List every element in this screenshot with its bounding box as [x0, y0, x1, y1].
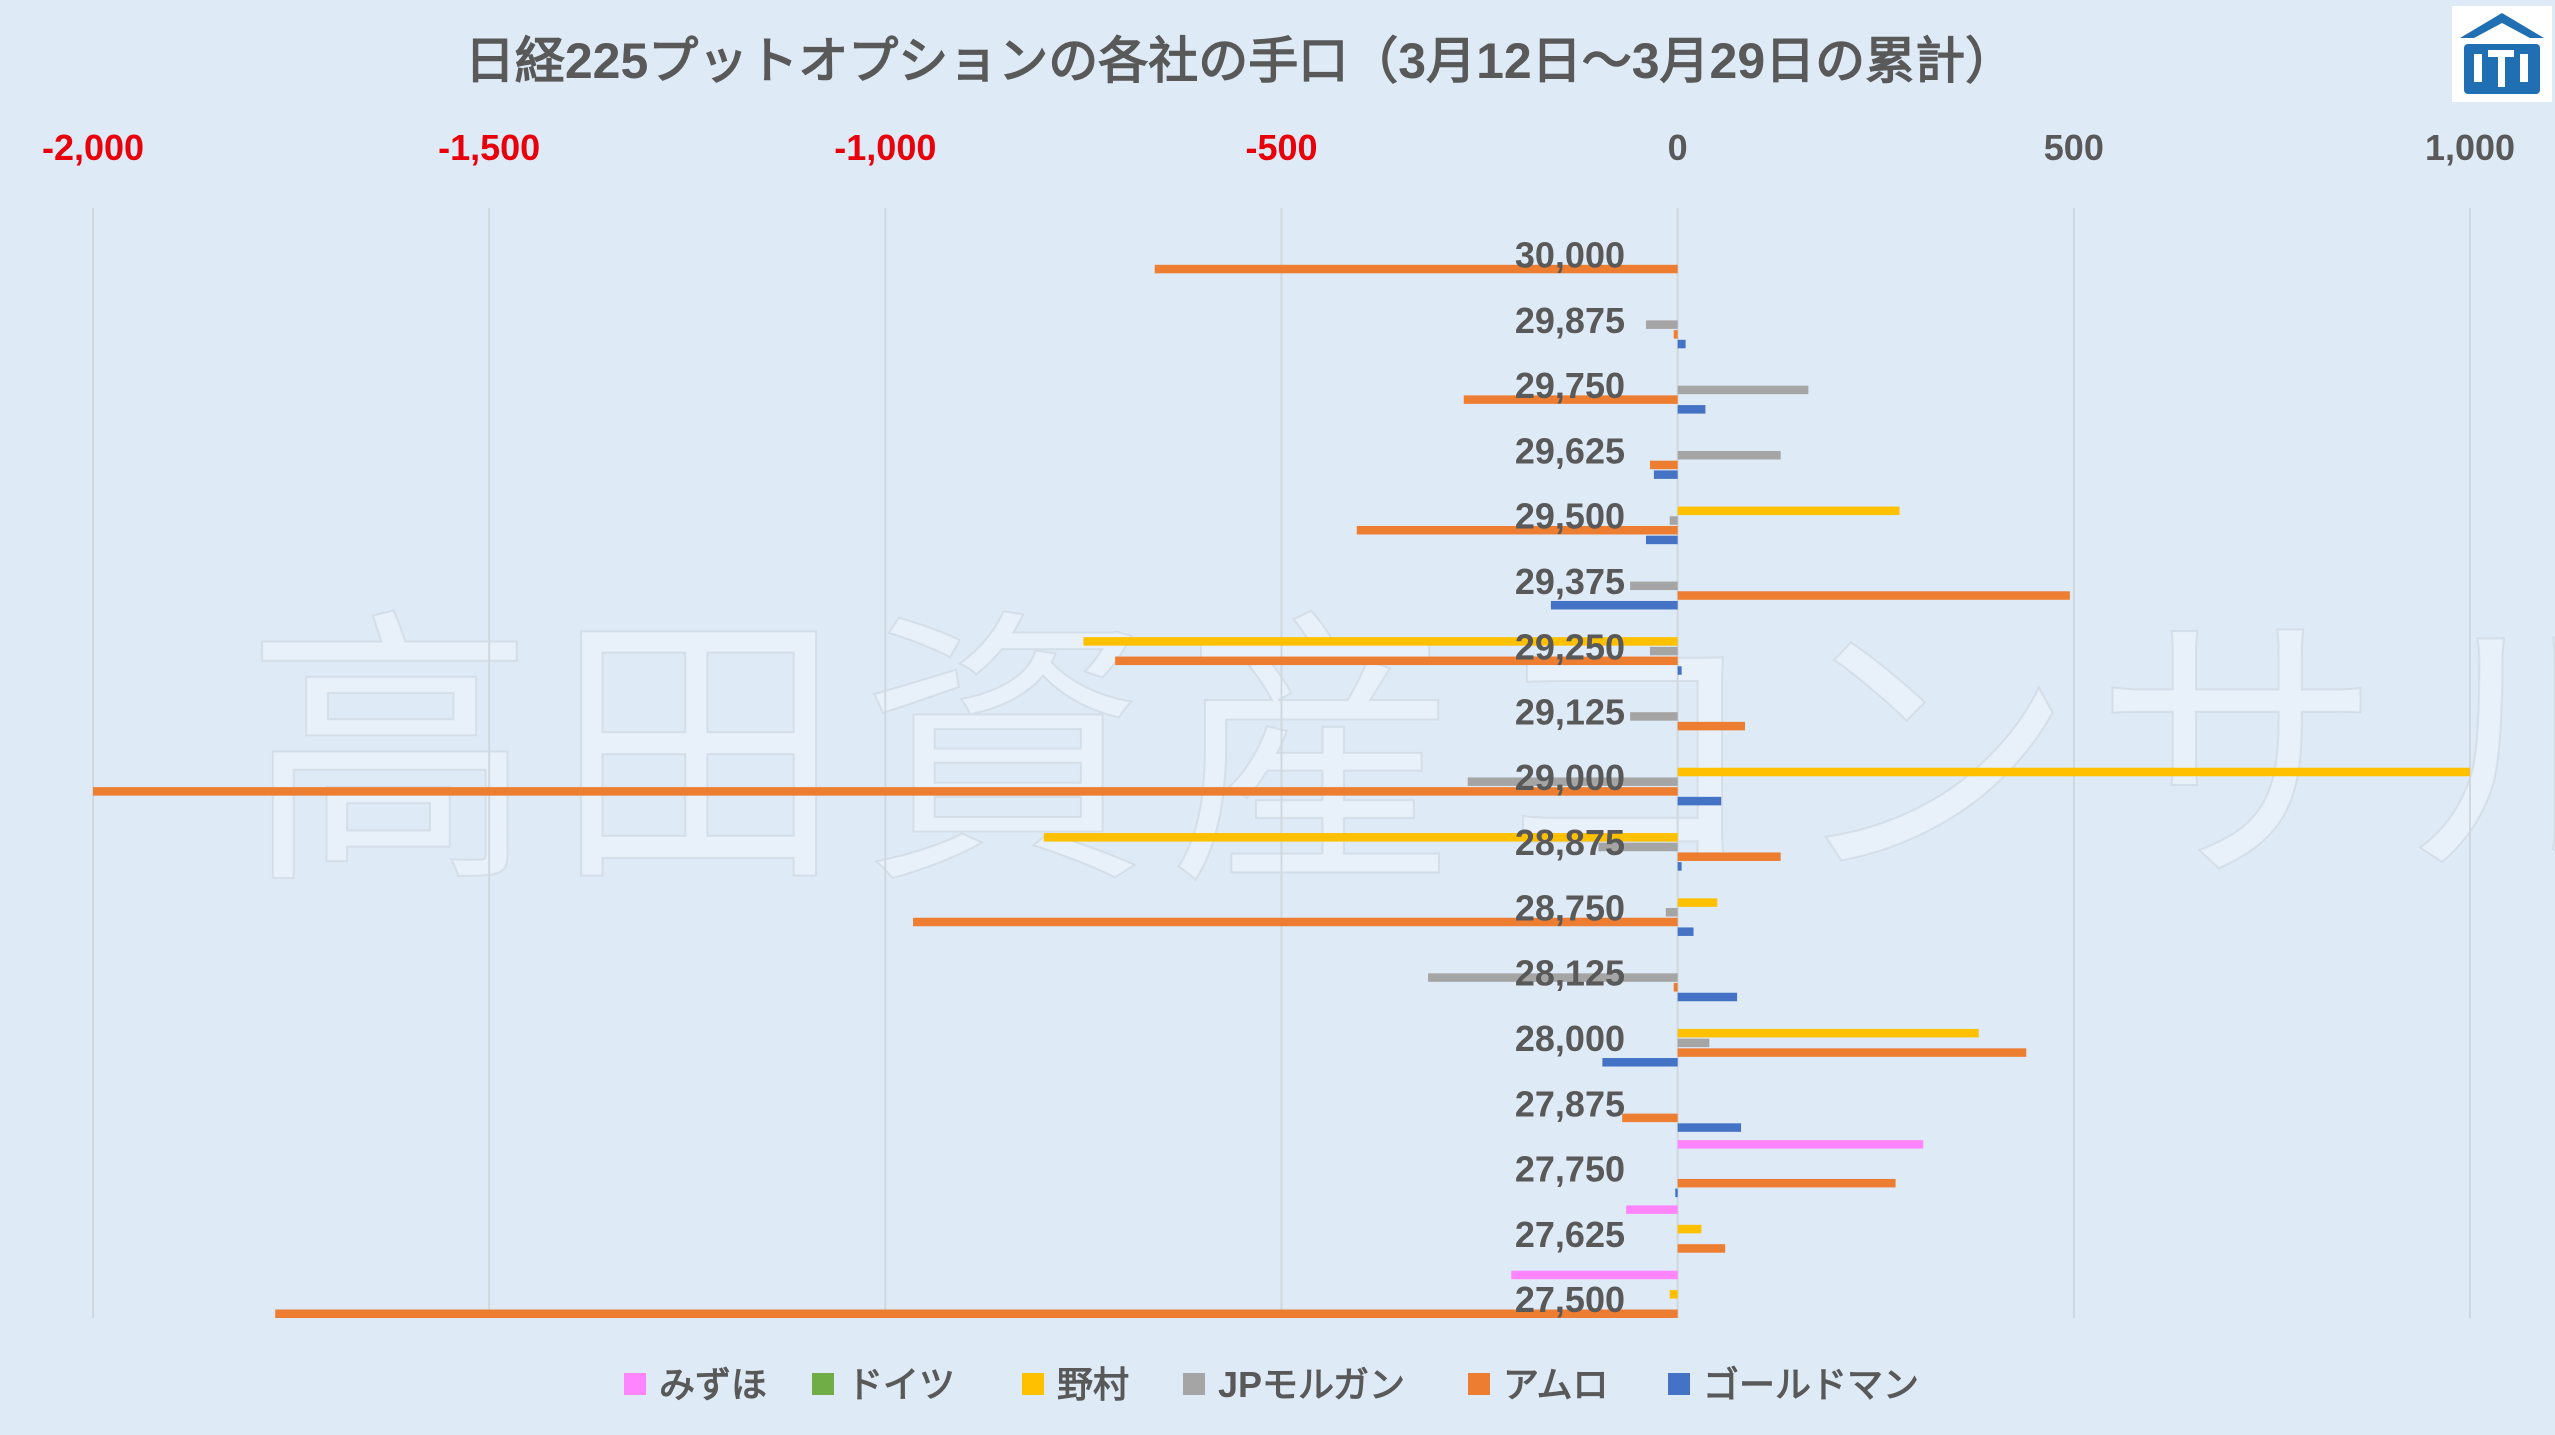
legend-swatch	[1022, 1373, 1044, 1395]
legend-swatch	[1183, 1373, 1205, 1395]
bar	[1669, 1290, 1678, 1299]
legend: みずほ ドイツ 野村 JPモルガン アムロ ゴールドマン	[624, 1364, 1919, 1405]
bar	[1677, 339, 1686, 349]
bar	[93, 787, 1678, 796]
x-tick-label: -2,000	[42, 127, 144, 168]
y-category-label: 29,625	[1515, 430, 1625, 471]
bar	[1645, 320, 1678, 329]
bar	[1677, 666, 1682, 675]
bar	[1043, 833, 1678, 842]
bar	[1649, 460, 1678, 470]
bar	[1677, 1244, 1726, 1253]
bar	[1677, 852, 1781, 861]
bar	[1467, 777, 1678, 786]
bar	[1677, 862, 1682, 871]
legend-label: ゴールドマン	[1703, 1364, 1919, 1405]
bar	[1677, 1038, 1710, 1048]
bar	[1550, 600, 1678, 610]
bar	[1677, 767, 2470, 777]
y-category-label: 27,500	[1515, 1279, 1625, 1320]
y-category-label: 27,750	[1515, 1149, 1625, 1190]
bar	[1677, 1048, 2027, 1057]
building-emblem-icon	[2460, 13, 2544, 94]
plot-area	[93, 264, 2470, 1319]
legend-swatch	[624, 1373, 646, 1395]
y-category-label: 29,875	[1515, 300, 1625, 341]
bar	[1622, 1113, 1678, 1123]
bar	[913, 917, 1678, 927]
bar	[1677, 1224, 1702, 1234]
bar	[1677, 506, 1900, 516]
bar	[1630, 581, 1678, 591]
y-category-label: 29,125	[1515, 692, 1625, 733]
bar	[1154, 264, 1678, 274]
legend-label: 野村	[1057, 1364, 1129, 1405]
bar	[1677, 450, 1781, 460]
y-category-label: 29,250	[1515, 626, 1625, 667]
x-tick-label: -1,000	[834, 127, 936, 168]
y-category-label: 28,875	[1515, 822, 1625, 863]
x-tick-label: 500	[2044, 127, 2104, 168]
bar	[1626, 1205, 1678, 1214]
legend-label: アムロ	[1503, 1364, 1608, 1405]
bar	[1428, 973, 1678, 982]
bar	[1602, 1058, 1678, 1067]
legend-swatch	[1468, 1373, 1490, 1395]
y-category-label: 29,750	[1515, 365, 1625, 406]
legend-swatch	[1668, 1373, 1690, 1395]
chart-title: 日経225プットオプションの各社の手口（3月12日～3月29日の累計）	[465, 33, 2015, 89]
bar	[1677, 927, 1694, 936]
bar	[1675, 1188, 1678, 1198]
bar	[1115, 656, 1678, 666]
bar	[1677, 721, 1746, 731]
y-category-label: 27,625	[1515, 1214, 1625, 1255]
x-tick-label: -1,500	[438, 127, 540, 168]
bar	[1463, 395, 1678, 404]
x-tick-label: 1,000	[2425, 127, 2515, 168]
bar	[275, 1309, 1678, 1319]
bar	[1669, 516, 1678, 525]
bar	[1677, 992, 1738, 1002]
bar	[1677, 405, 1706, 414]
bar	[1673, 983, 1678, 992]
y-category-label: 27,875	[1515, 1083, 1625, 1124]
bar	[1653, 470, 1678, 479]
legend-label: みずほ	[659, 1364, 767, 1405]
y-category-label: 29,375	[1515, 561, 1625, 602]
x-tick-label: -500	[1245, 127, 1317, 168]
y-category-label: 28,125	[1515, 953, 1625, 994]
bar	[1677, 796, 1722, 806]
bar	[1649, 646, 1678, 656]
bar	[1677, 1123, 1742, 1132]
bar	[1356, 525, 1678, 535]
y-category-label: 28,000	[1515, 1018, 1625, 1059]
bar	[1677, 591, 2070, 600]
bar	[1511, 1270, 1678, 1280]
bar	[1645, 535, 1678, 545]
y-category-label: 28,750	[1515, 887, 1625, 928]
y-axis: 30,000 29,875 29,750 29,625 29,500 29,375 29,2…	[1515, 235, 1625, 1321]
y-category-label: 30,000	[1515, 235, 1625, 276]
bar	[1630, 712, 1678, 721]
legend-label: ドイツ	[847, 1364, 955, 1405]
legend-label: JPモルガン	[1218, 1364, 1405, 1405]
bar	[1665, 908, 1678, 917]
y-category-label: 29,500	[1515, 496, 1625, 537]
bar	[1677, 1178, 1896, 1188]
x-axis: -2,000 -1,500 -1,000 -500 0 500 1,000	[42, 127, 2515, 168]
bar	[1083, 637, 1678, 646]
bar	[1677, 898, 1718, 907]
bar	[1598, 842, 1678, 852]
x-tick-label: 0	[1668, 127, 1688, 168]
y-category-label: 29,000	[1515, 757, 1625, 798]
watermark: 高田資産コンサル	[245, 593, 2555, 917]
bar	[1677, 1140, 1924, 1149]
logo	[2452, 6, 2552, 102]
legend-swatch	[812, 1373, 834, 1395]
bar	[1677, 385, 1809, 395]
bar	[1673, 330, 1678, 339]
bar	[1677, 1028, 1979, 1038]
